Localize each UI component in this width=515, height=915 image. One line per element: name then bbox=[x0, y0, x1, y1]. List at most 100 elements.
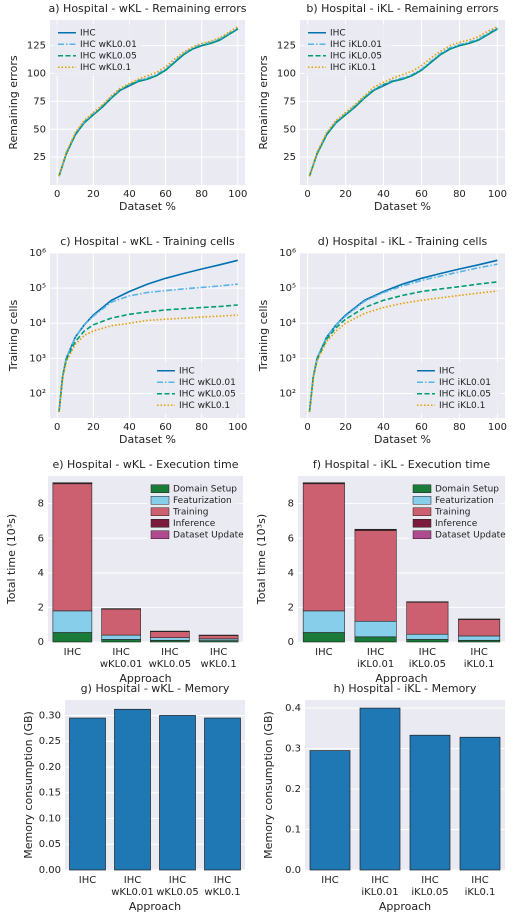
legend-label: IHC bbox=[330, 28, 346, 38]
line bbox=[308, 290, 498, 412]
x-axis-label: Dataset % bbox=[374, 433, 431, 446]
bar-segment bbox=[101, 639, 141, 643]
x-tick-label: IHC iKL0.1 bbox=[464, 647, 495, 670]
x-tick-label: IHC bbox=[79, 875, 96, 886]
bar-segment bbox=[302, 610, 345, 633]
legend-label: IHC iKL0.01 bbox=[439, 378, 491, 388]
y-tick-label: 0.3 bbox=[285, 744, 301, 755]
legend-swatch bbox=[412, 530, 432, 539]
legend-label: IHC bbox=[179, 366, 195, 376]
y-tick-label: 0.05 bbox=[39, 839, 61, 850]
legend-swatch bbox=[150, 530, 170, 539]
legend-label: Dataset Update bbox=[435, 530, 506, 540]
y-tick-label: 100 bbox=[277, 69, 296, 80]
legend-label: IHC iKL0.05 bbox=[330, 51, 382, 61]
y-tick-label: 2 bbox=[288, 602, 294, 613]
legend-swatch bbox=[150, 519, 170, 528]
y-tick-label: 10⁵ bbox=[279, 283, 296, 294]
y-tick-label: 75 bbox=[283, 96, 296, 107]
x-tick-label: IHC iKL0.05 bbox=[409, 647, 446, 670]
y-tick-label: 10⁶ bbox=[29, 248, 46, 259]
bar-segment bbox=[302, 632, 345, 643]
y-axis-label: Memory consumption (GB) bbox=[22, 711, 35, 859]
x-tick-label: IHC wKL0.01 bbox=[111, 875, 154, 898]
legend-label: IHC wKL0.1 bbox=[80, 63, 131, 73]
legend-label: Inference bbox=[435, 519, 478, 529]
y-axis-label: Training cells bbox=[257, 299, 270, 372]
legend-label: IHC iKL0.01 bbox=[330, 40, 382, 50]
line bbox=[58, 304, 238, 412]
y-tick-label: 10² bbox=[29, 388, 46, 399]
legend-label: Featurization bbox=[173, 496, 232, 506]
y-axis-label: Total time (10³s) bbox=[5, 514, 18, 605]
y-tick-label: 0 bbox=[288, 637, 294, 648]
legend-label: Training bbox=[172, 507, 209, 517]
x-tick-label: 40 bbox=[377, 189, 390, 200]
legend-box bbox=[147, 480, 239, 544]
x-tick-label: 20 bbox=[87, 422, 100, 433]
y-tick-label: 25 bbox=[283, 152, 296, 163]
legend-box bbox=[409, 480, 501, 544]
x-tick-label: 40 bbox=[123, 189, 136, 200]
legend-label: Featurization bbox=[435, 496, 494, 506]
chart-title: g) Hospital - wKL - Memory bbox=[81, 682, 230, 695]
chart-title: e) Hospital - wKL - Execution time bbox=[52, 458, 238, 471]
legend-label: Domain Setup bbox=[173, 484, 237, 494]
x-tick-label: 0 bbox=[54, 422, 60, 433]
x-tick-label: IHC wKL0.05 bbox=[156, 875, 199, 898]
line bbox=[308, 28, 498, 177]
y-tick-label: 4 bbox=[38, 568, 44, 579]
x-tick-label: 80 bbox=[195, 189, 208, 200]
y-tick-label: 0.30 bbox=[39, 710, 61, 721]
y-tick-label: 8 bbox=[288, 499, 294, 510]
legend-swatch bbox=[412, 507, 432, 516]
x-axis-label: Dataset % bbox=[119, 200, 176, 213]
y-axis-label: Memory consumption (GB) bbox=[262, 711, 275, 859]
y-axis-label: Remaining errors bbox=[7, 55, 20, 150]
bar bbox=[69, 717, 106, 871]
bar-segment bbox=[198, 635, 239, 640]
chart-title: a) Hospital - wKL - Remaining errors bbox=[49, 2, 247, 15]
y-tick-label: 8 bbox=[38, 499, 44, 510]
legend-swatch bbox=[150, 484, 170, 493]
y-tick-label: 0.4 bbox=[285, 703, 301, 714]
legend-label: IHC iKL0.1 bbox=[439, 401, 485, 411]
y-tick-label: 0.2 bbox=[285, 784, 301, 795]
bar bbox=[114, 708, 151, 871]
bar-segment bbox=[458, 635, 501, 641]
x-tick-label: IHC wKL0.05 bbox=[149, 647, 192, 670]
x-tick-label: 0 bbox=[304, 189, 310, 200]
x-axis-label: Dataset % bbox=[374, 200, 431, 213]
chart-title: b) Hospital - iKL - Remaining errors bbox=[306, 2, 499, 15]
y-tick-label: 0.00 bbox=[39, 865, 61, 876]
y-tick-label: 0 bbox=[38, 637, 44, 648]
y-tick-label: 0.10 bbox=[39, 813, 61, 824]
x-tick-label: IHC bbox=[315, 647, 332, 658]
line bbox=[58, 283, 238, 412]
line bbox=[308, 25, 498, 177]
bar-segment bbox=[458, 619, 501, 637]
legend-label: Training bbox=[434, 507, 471, 517]
bar bbox=[459, 736, 501, 871]
bar-segment bbox=[406, 633, 449, 640]
x-tick-label: IHC wKL0.1 bbox=[204, 875, 240, 898]
x-tick-label: 80 bbox=[453, 189, 466, 200]
y-tick-label: 75 bbox=[33, 96, 46, 107]
legend-label: IHC bbox=[439, 366, 455, 376]
y-axis-label: Total time (10³s) bbox=[255, 514, 268, 605]
bar-segment bbox=[354, 620, 397, 638]
bar bbox=[204, 717, 241, 871]
y-tick-label: 100 bbox=[27, 69, 46, 80]
bar-segment bbox=[52, 483, 93, 612]
y-tick-label: 10² bbox=[279, 388, 296, 399]
x-tick-label: 80 bbox=[195, 422, 208, 433]
line bbox=[58, 314, 238, 412]
legend-swatch bbox=[412, 496, 432, 505]
legend-label: IHC iKL0.05 bbox=[439, 389, 491, 399]
y-tick-label: 10⁶ bbox=[279, 248, 296, 259]
legend-box bbox=[304, 24, 392, 76]
x-tick-label: 100 bbox=[488, 422, 507, 433]
x-tick-label: 60 bbox=[415, 422, 428, 433]
x-tick-label: 60 bbox=[159, 189, 172, 200]
x-axis-label: Approach bbox=[379, 900, 431, 913]
